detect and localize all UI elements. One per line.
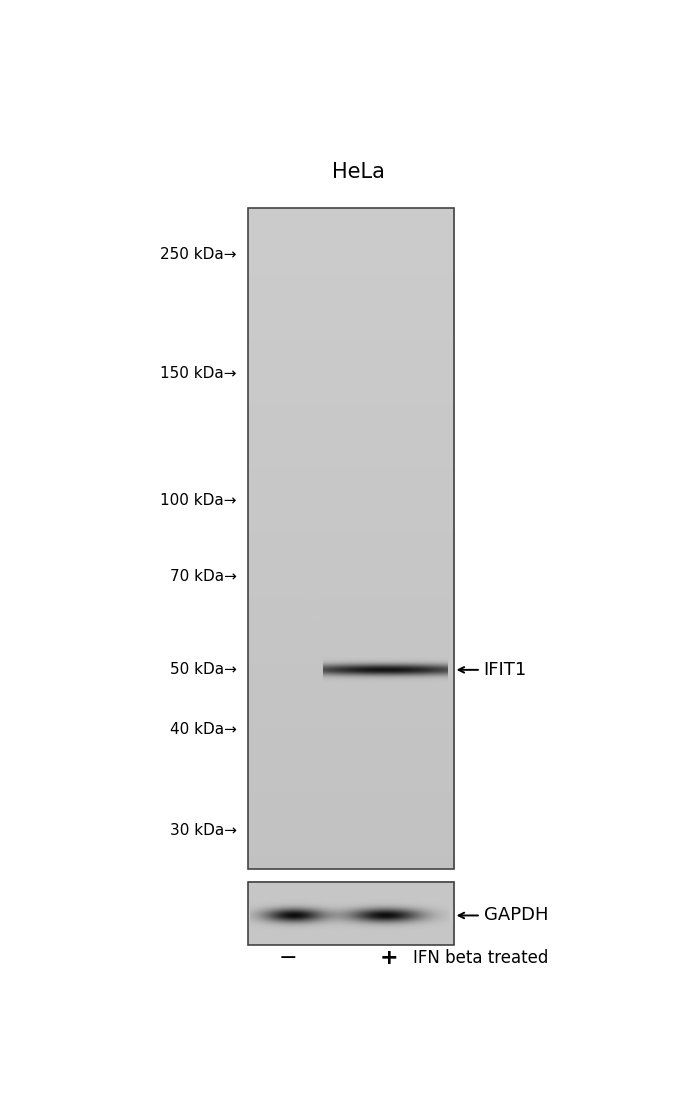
Text: −: − <box>279 948 298 968</box>
Text: 50 kDa→: 50 kDa→ <box>170 662 237 678</box>
Text: www.PTGABcC.com: www.PTGABcC.com <box>300 406 325 637</box>
Text: IFIT1: IFIT1 <box>484 661 527 679</box>
Bar <box>248 881 454 945</box>
Text: GAPDH: GAPDH <box>484 906 548 924</box>
Bar <box>248 208 454 869</box>
Text: HeLa: HeLa <box>332 162 385 182</box>
Text: IFN beta treated: IFN beta treated <box>413 949 548 967</box>
Text: +: + <box>379 948 398 968</box>
Text: 150 kDa→: 150 kDa→ <box>160 366 237 381</box>
Text: 250 kDa→: 250 kDa→ <box>160 248 237 262</box>
Text: 30 kDa→: 30 kDa→ <box>169 823 237 838</box>
Text: 70 kDa→: 70 kDa→ <box>170 569 237 584</box>
Text: 40 kDa→: 40 kDa→ <box>170 722 237 737</box>
Text: 100 kDa→: 100 kDa→ <box>160 493 237 508</box>
